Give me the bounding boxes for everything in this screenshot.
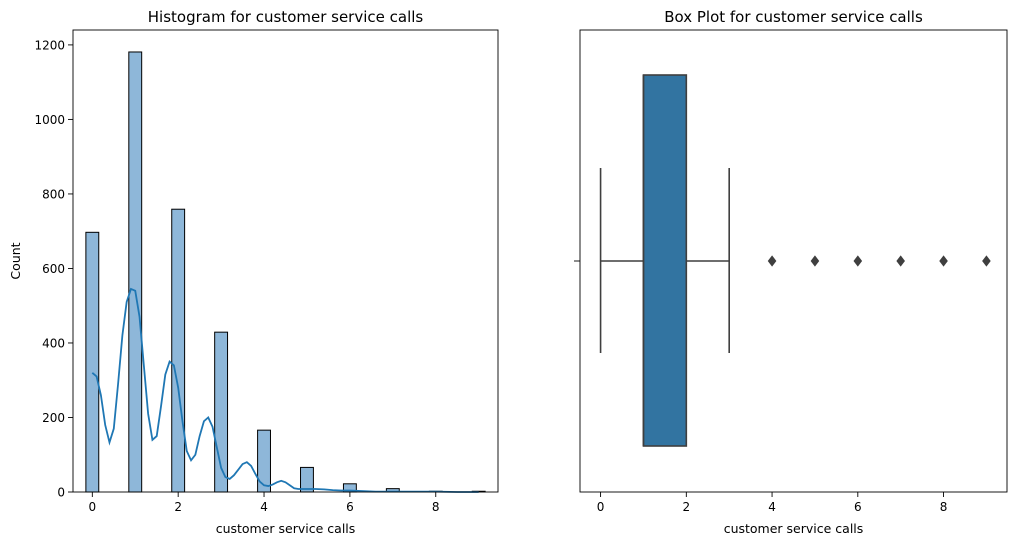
x-tick-label: 8 [432, 500, 440, 514]
y-tick-label: 0 [57, 486, 65, 500]
x-tick-label: 8 [940, 500, 948, 514]
y-tick-label: 1200 [34, 38, 65, 52]
histogram-y-axis-label: Count [8, 242, 23, 279]
histogram-bar [128, 51, 143, 493]
outlier-point [810, 255, 820, 267]
histogram-x-ticks: 0 2 4 6 8 [88, 492, 440, 514]
outlier-point [982, 255, 991, 267]
x-tick-label: 4 [260, 500, 268, 514]
x-tick-label: 2 [174, 500, 182, 514]
y-tick-label: 200 [42, 411, 65, 425]
boxplot-chart: Box Plot for customer service calls 0 2 4 6… [574, 8, 1008, 536]
x-tick-label: 4 [768, 500, 776, 514]
outlier-point [853, 255, 863, 267]
y-tick-label: 600 [42, 262, 65, 276]
boxplot-marks [599, 74, 991, 447]
box-iqr [642, 74, 688, 447]
outlier-point [767, 255, 777, 267]
histogram-y-ticks: 0 200 400 600 800 1000 1200 [34, 38, 73, 500]
histogram-bar [257, 429, 271, 493]
histogram-title: Histogram for customer service calls [148, 8, 424, 26]
y-tick-label: 800 [42, 187, 65, 201]
x-tick-label: 6 [854, 500, 862, 514]
x-tick-label: 2 [683, 500, 691, 514]
y-tick-label: 400 [42, 336, 65, 350]
histogram-bar [171, 208, 186, 493]
outlier-point [896, 255, 905, 267]
boxplot-x-ticks: 0 2 4 6 8 [597, 492, 948, 514]
histogram-chart: Histogram for customer service calls 0 2 4… [8, 8, 499, 536]
y-tick-label: 1000 [34, 113, 65, 127]
histogram-x-axis-label: customer service calls [216, 521, 356, 536]
x-tick-label: 6 [346, 500, 354, 514]
x-tick-label: 0 [597, 500, 605, 514]
boxplot-title: Box Plot for customer service calls [664, 8, 923, 26]
outlier-point [939, 255, 948, 267]
histogram-bar [85, 231, 100, 493]
histogram-frame [72, 29, 499, 493]
x-tick-label: 0 [88, 500, 96, 514]
histogram-bars [85, 51, 486, 493]
kde-line [91, 287, 479, 493]
histogram-plot-area [73, 30, 498, 492]
boxplot-x-axis-label: customer service calls [724, 521, 864, 536]
